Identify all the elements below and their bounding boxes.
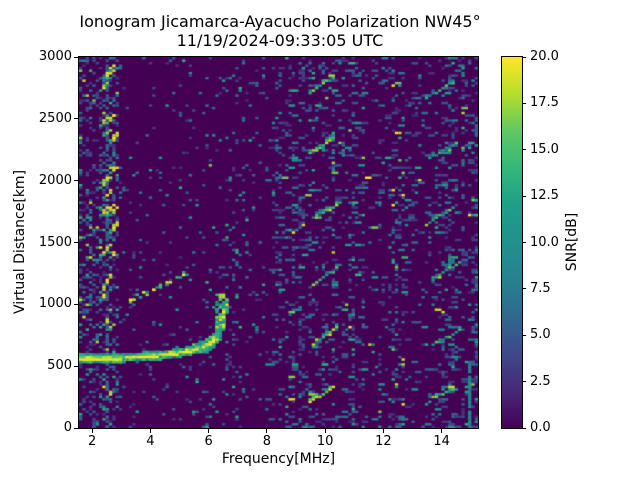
colorbar-tick-mark <box>522 242 526 243</box>
y-axis-label: Virtual Distance[km] <box>12 169 28 315</box>
colorbar-tick-label: 0.0 <box>530 420 551 435</box>
figure-title-line2: 11/19/2024-09:33:05 UTC <box>176 31 384 50</box>
y-tick-mark <box>74 242 78 243</box>
x-tick-mark <box>441 429 443 433</box>
colorbar-tick-label: 17.5 <box>530 95 559 111</box>
x-tick-label: 14 <box>433 434 450 449</box>
y-tick-label: 2500 <box>38 110 72 126</box>
x-tick-mark <box>324 429 326 433</box>
y-tick-mark <box>74 56 78 58</box>
ionogram-heatmap <box>79 57 478 428</box>
y-tick-mark <box>74 365 78 367</box>
colorbar-tick-mark <box>522 149 526 151</box>
x-tick-label: 2 <box>87 434 97 449</box>
y-tick-label: 1500 <box>38 234 72 250</box>
x-tick-mark <box>266 429 268 433</box>
x-tick-mark <box>208 429 210 433</box>
y-tick-mark <box>74 180 78 182</box>
colorbar-tick-label: 12.5 <box>530 188 559 204</box>
colorbar <box>501 56 523 429</box>
x-tick-label: 12 <box>375 434 392 449</box>
colorbar-tick-mark <box>522 427 526 429</box>
colorbar-tick-mark <box>522 381 526 383</box>
x-tick-label: 6 <box>204 434 213 449</box>
y-tick-label: 0 <box>63 420 72 435</box>
figure-title-line1: Ionogram Jicamarca-Ayacucho Polarization… <box>79 12 481 31</box>
colorbar-tick-label: 2.5 <box>530 373 551 389</box>
y-tick-label: 500 <box>47 358 72 374</box>
ionogram-plot-frame <box>78 56 479 429</box>
x-tick-label: 8 <box>262 434 271 449</box>
x-tick-mark <box>149 429 151 433</box>
colorbar-tick-label: 15.0 <box>530 141 559 157</box>
colorbar-tick-mark <box>522 56 526 58</box>
x-axis-label: Frequency[MHz] <box>221 451 336 467</box>
colorbar-tick-label: 20.0 <box>530 49 559 64</box>
y-tick-mark <box>74 303 78 305</box>
colorbar-tick-mark <box>522 334 526 336</box>
colorbar-tick-mark <box>522 195 526 197</box>
y-tick-label: 3000 <box>38 49 72 64</box>
y-tick-mark <box>74 427 78 429</box>
x-tick-label: 4 <box>146 434 155 449</box>
colorbar-tick-mark <box>522 288 526 290</box>
colorbar-tick-label: 7.5 <box>530 280 551 296</box>
colorbar-tick-label: 10.0 <box>530 234 559 250</box>
x-tick-mark <box>382 429 384 433</box>
y-tick-label: 1000 <box>38 296 72 312</box>
y-tick-mark <box>74 118 78 120</box>
colorbar-tick-label: 5.0 <box>530 327 551 343</box>
x-tick-label: 10 <box>316 434 334 449</box>
x-tick-mark <box>91 429 93 433</box>
colorbar-tick-mark <box>522 102 526 104</box>
y-tick-label: 2000 <box>38 172 72 188</box>
